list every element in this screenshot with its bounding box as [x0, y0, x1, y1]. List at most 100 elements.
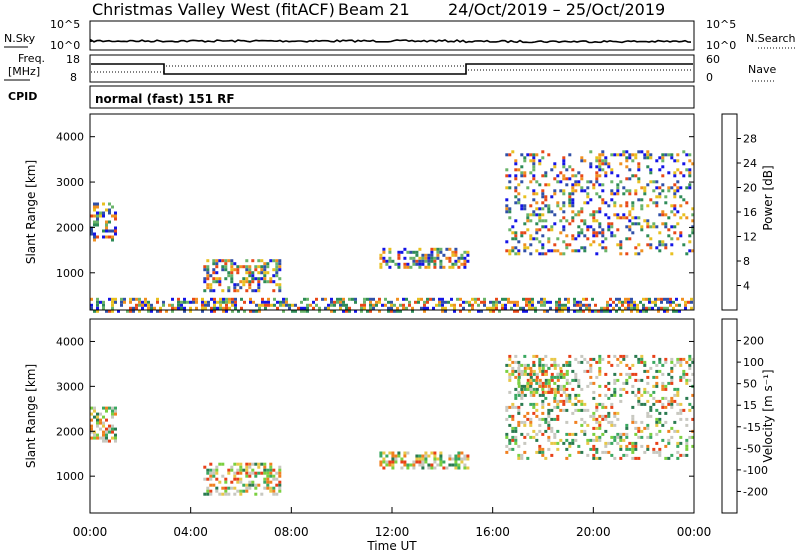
echo-cell — [682, 369, 686, 373]
echo-cell — [93, 436, 96, 440]
echo-cell — [691, 405, 695, 409]
echo-cell — [571, 411, 575, 415]
echo-cell — [403, 463, 407, 467]
echo-cell — [658, 429, 662, 433]
echo-cell — [553, 387, 557, 391]
echo-cell — [658, 453, 662, 457]
echo-cell — [688, 435, 692, 439]
echo-cell — [598, 168, 602, 172]
echo-cell — [550, 168, 554, 172]
echo-cell — [408, 300, 411, 304]
echo-cell — [466, 457, 470, 461]
echo-cell — [541, 207, 545, 211]
echo-cell — [430, 463, 434, 467]
echo-cell — [541, 213, 545, 217]
echo-cell — [245, 277, 249, 281]
echo-cell — [669, 303, 672, 307]
echo-cell — [619, 447, 623, 451]
echo-cell — [640, 249, 644, 253]
echo-cell — [661, 372, 665, 376]
echo-cell — [607, 381, 611, 385]
echo-cell — [625, 177, 629, 181]
echo-cell — [576, 309, 579, 313]
velocity-colorbar-label: Velocity [m s⁻¹] — [761, 369, 775, 462]
echo-cell — [526, 213, 530, 217]
echo-cell — [691, 162, 695, 166]
echo-cell — [466, 253, 470, 257]
echo-cell — [269, 486, 273, 490]
echo-cell — [538, 417, 542, 421]
echo-cell — [595, 438, 599, 442]
echo-cell — [162, 300, 165, 304]
echo-cell — [423, 303, 426, 307]
echo-cell — [559, 438, 563, 442]
echo-cell — [278, 471, 282, 475]
echo-cell — [646, 390, 650, 394]
echo-cell — [526, 219, 530, 223]
echo-cell — [379, 253, 383, 257]
echo-cell — [206, 286, 210, 290]
echo-cell — [556, 174, 560, 178]
echo-cell — [559, 369, 563, 373]
echo-cell — [330, 297, 333, 301]
echo-cell — [604, 450, 608, 454]
echo-cell — [273, 303, 276, 307]
echo-cell — [549, 306, 552, 310]
echo-cell — [105, 433, 108, 437]
echo-cell — [251, 471, 255, 475]
echo-cell — [688, 366, 692, 370]
echo-cell — [240, 297, 243, 301]
echo-cell — [245, 486, 249, 490]
echo-cell — [215, 486, 219, 490]
echo-cell — [574, 396, 578, 400]
echo-cell — [528, 303, 531, 307]
echo-cell — [589, 369, 593, 373]
echo-cell — [619, 162, 623, 166]
echo-cell — [439, 247, 443, 251]
echo-cell — [466, 250, 470, 254]
echo-cell — [460, 262, 464, 266]
echo-cell — [150, 309, 153, 313]
echo-cell — [580, 219, 584, 223]
echo-cell — [218, 480, 222, 484]
echo-cell — [550, 225, 554, 229]
echo-cell — [685, 423, 689, 427]
echo-cell — [577, 381, 581, 385]
echo-cell — [248, 271, 252, 275]
echo-cell — [430, 466, 434, 470]
echo-cell — [643, 186, 647, 190]
echo-cell — [366, 309, 369, 313]
echo-cell — [592, 210, 596, 214]
echo-cell — [436, 457, 440, 461]
echo-cell — [529, 243, 533, 247]
echo-cell — [622, 150, 626, 154]
echo-cell — [457, 454, 461, 458]
echo-cell — [630, 297, 633, 301]
echo-cell — [456, 297, 459, 301]
echo-cell — [393, 303, 396, 307]
echo-cell — [691, 219, 695, 223]
echo-cell — [215, 471, 219, 475]
echo-cell — [652, 402, 656, 406]
echo-cell — [239, 477, 243, 481]
echo-cell — [601, 189, 605, 193]
echo-cell — [529, 252, 533, 256]
echo-cell — [558, 303, 561, 307]
freq-unit: [MHz] — [8, 65, 40, 78]
echo-cell — [195, 306, 198, 310]
echo-cell — [544, 378, 548, 382]
echo-cell — [129, 300, 132, 304]
echo-cell — [466, 259, 470, 263]
echo-cell — [153, 306, 156, 310]
echo-cell — [405, 297, 408, 301]
echo-cell — [441, 306, 444, 310]
echo-cell — [682, 453, 686, 457]
echo-cell — [391, 466, 395, 470]
echo-cell — [682, 174, 686, 178]
echo-cell — [248, 286, 252, 290]
echo-cell — [248, 265, 252, 269]
echo-cell — [254, 492, 258, 496]
echo-cell — [227, 289, 231, 293]
echo-cell — [616, 435, 620, 439]
echo-cell — [553, 366, 557, 370]
